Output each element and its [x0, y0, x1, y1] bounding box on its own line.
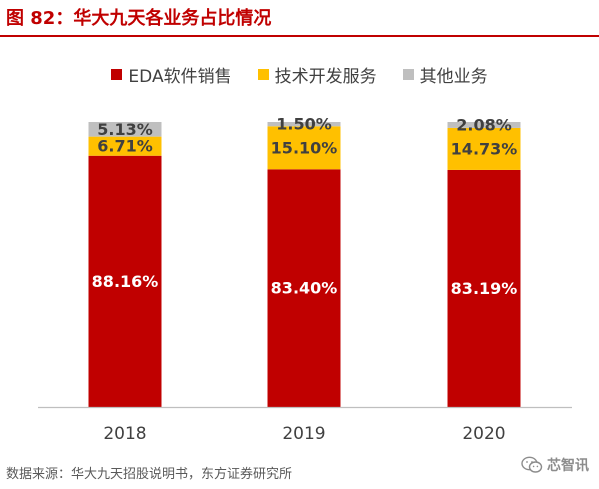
bar-segment-2018-series-1 — [88, 136, 162, 156]
legend-swatch-eda — [111, 69, 123, 80]
legend-item-tech-service: 技术开发服务 — [257, 62, 377, 87]
x-tick-label-2019: 2019 — [282, 424, 325, 444]
bar-segment-2019-series-2 — [267, 122, 341, 127]
data-label-2020-series-0: 83.19% — [451, 279, 518, 298]
data-label-2019-series-1: 15.10% — [271, 138, 338, 157]
bar-segment-2020-series-0 — [447, 169, 521, 407]
x-tick-label-2020: 2020 — [462, 424, 505, 444]
bar-segment-2018-series-0 — [88, 155, 162, 407]
legend-label-tech-service: 技术开发服务 — [274, 67, 377, 87]
legend-label-eda: EDA软件销售 — [128, 67, 232, 87]
title-underline — [0, 35, 599, 37]
x-tick-label-2018: 2018 — [103, 424, 146, 444]
data-label-2018-series-0: 88.16% — [92, 272, 159, 291]
wechat-icon — [521, 456, 543, 473]
data-label-2019-series-2: 1.50% — [276, 115, 332, 134]
bar-segment-2019-series-0 — [267, 169, 341, 407]
legend-item-eda: EDA软件销售 — [111, 62, 232, 87]
legend-label-other: 其他业务 — [419, 67, 488, 87]
data-label-2019-series-0: 83.40% — [271, 279, 338, 298]
source-note: 数据来源：华大九天招股说明书，东方证券研究所 — [6, 467, 293, 482]
legend-swatch-other — [402, 69, 414, 80]
data-label-2020-series-1: 14.73% — [451, 139, 518, 158]
bar-segment-2020-series-1 — [447, 127, 521, 170]
legend-item-other: 其他业务 — [402, 62, 488, 87]
bar-segment-2019-series-1 — [267, 126, 341, 170]
bar-segment-2018-series-2 — [88, 122, 162, 137]
legend-swatch-tech-service — [257, 69, 269, 80]
watermark-text: 芯智讯 — [547, 458, 589, 474]
data-label-2020-series-2: 2.08% — [456, 115, 512, 134]
chart-legend: EDA软件销售 技术开发服务 其他业务 — [0, 62, 599, 87]
figure-title: 图 82：华大九天各业务占比情况 — [6, 8, 272, 29]
data-label-2018-series-2: 5.13% — [97, 120, 153, 139]
watermark: 芯智讯 — [521, 455, 589, 475]
data-label-2018-series-1: 6.71% — [97, 137, 153, 156]
bar-segment-2020-series-2 — [447, 122, 521, 128]
